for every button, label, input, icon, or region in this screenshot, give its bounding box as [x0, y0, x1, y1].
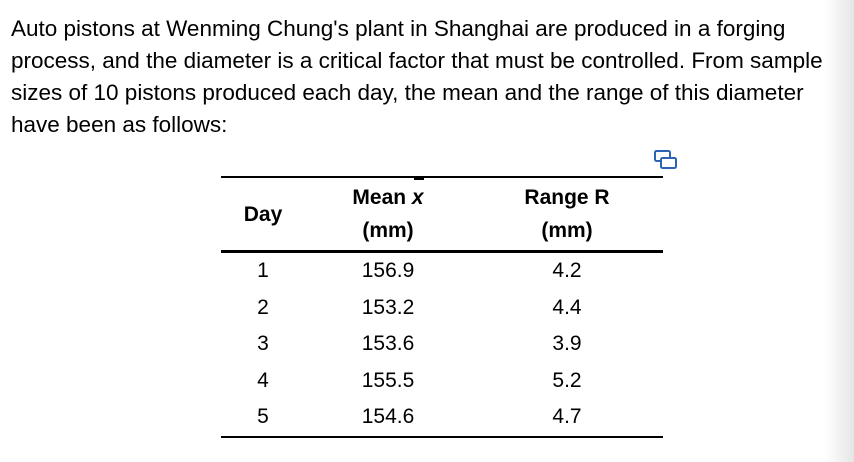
x-bar-symbol: x	[412, 178, 424, 214]
header-day: Day	[221, 177, 305, 252]
cell-day: 5	[221, 399, 305, 438]
cell-day: 4	[257, 368, 269, 392]
cell-day: 1	[257, 259, 269, 283]
data-table: Day Mean x (mm) Range R (mm) 1 156.9 4.2…	[221, 176, 663, 438]
cell-mean: 154.6	[305, 399, 471, 438]
cell-range: 3.9	[552, 332, 582, 356]
header-day-label: Day	[243, 202, 283, 226]
header-mean-unit: (mm)	[362, 219, 414, 242]
table-header-row: Day Mean x (mm) Range R (mm)	[221, 177, 663, 252]
table-row: 1 156.9 4.2	[221, 252, 663, 290]
header-mean-label: Mean	[352, 186, 407, 209]
cell-range: 4.2	[552, 259, 582, 283]
table-row: 5 154.6 4.7	[221, 399, 663, 438]
cell-range: 4.4	[552, 295, 582, 319]
table-row: 4 155.5 5.2	[221, 363, 663, 400]
table-row: 2 153.2 4.4	[221, 290, 663, 327]
header-range: Range R (mm)	[471, 177, 663, 252]
right-edge-shade	[824, 0, 854, 462]
problem-statement: Auto pistons at Wenming Chung's plant in…	[11, 16, 823, 137]
table-row: 3 153.6 3.9	[221, 326, 663, 363]
cell-mean: 153.6	[361, 332, 415, 356]
cell-range: 4.7	[471, 399, 663, 438]
cell-mean: 156.9	[361, 259, 415, 283]
cell-day: 2	[257, 295, 269, 319]
cell-day: 3	[257, 332, 269, 356]
cell-mean: 153.2	[361, 295, 415, 319]
copy-icon[interactable]	[654, 150, 678, 170]
cell-range: 5.2	[552, 368, 582, 392]
header-range-unit: (mm)	[541, 219, 593, 242]
header-range-label: Range R	[524, 186, 610, 209]
header-mean: Mean x (mm)	[305, 177, 471, 252]
cell-mean: 155.5	[361, 368, 415, 392]
